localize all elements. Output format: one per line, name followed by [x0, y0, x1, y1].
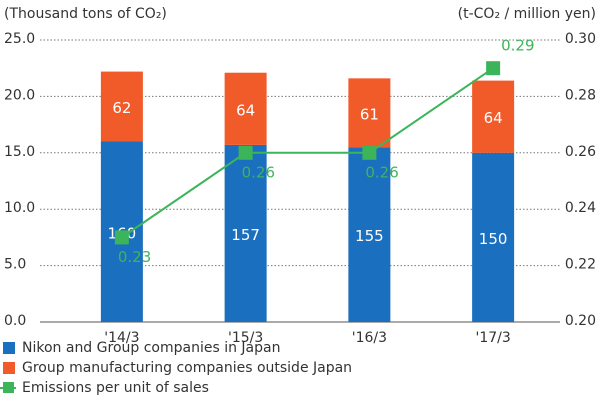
line: [121, 67, 494, 239]
bar-segment: [348, 78, 391, 148]
line-value-label: 0.26: [365, 163, 398, 181]
bar-segment: [100, 71, 143, 142]
bar-value-label: 157: [231, 226, 260, 244]
bar-segment: [348, 147, 391, 322]
bar-value-label: 61: [360, 105, 379, 123]
bar-value-label: 155: [355, 227, 384, 245]
line-value-label: 0.29: [501, 37, 534, 55]
line-value-label: 0.23: [118, 248, 151, 266]
legend-swatch: [3, 342, 15, 354]
bar-segment: [224, 72, 267, 145]
legend-swatch: [3, 362, 15, 374]
y-tick-label: 0.0: [4, 313, 26, 329]
y-tick-label: 15.0: [4, 144, 35, 160]
line-value-label: 0.26: [242, 163, 275, 181]
line-marker: [114, 230, 129, 245]
y2-tick-label: 0.22: [565, 257, 596, 273]
legend-label: Nikon and Group companies in Japan: [22, 340, 280, 356]
bar-value-label: 62: [112, 99, 131, 117]
x-tick-label: '15/3: [228, 330, 263, 346]
y-tick-label: 25.0: [4, 31, 35, 47]
y2-tick-label: 0.30: [565, 31, 596, 47]
legend-label: Group manufacturing companies outside Ja…: [22, 360, 352, 376]
legend-swatch: [3, 382, 14, 393]
bar-segment: [472, 152, 515, 322]
y2-tick-label: 0.24: [565, 200, 596, 216]
bar-value-label: 64: [236, 101, 255, 119]
bar-segment: [472, 80, 515, 153]
y-tick-label: 5.0: [4, 257, 26, 273]
bar-segment: [224, 144, 267, 322]
y-axis-label: (Thousand tons of CO₂): [4, 6, 167, 22]
legend-label: Emissions per unit of sales: [22, 380, 209, 396]
line-marker: [238, 145, 253, 160]
bar-value-label: 64: [484, 109, 503, 127]
x-tick-label: '17/3: [475, 330, 510, 346]
y2-tick-label: 0.28: [565, 87, 596, 103]
y2-tick-label: 0.20: [565, 313, 596, 329]
bar-value-label: 150: [479, 230, 508, 248]
y2-axis-label: (t-CO₂ / million yen): [458, 6, 596, 22]
x-tick-label: '16/3: [352, 330, 387, 346]
line-marker: [362, 145, 377, 160]
line-marker: [486, 61, 501, 76]
x-tick-label: '14/3: [104, 330, 139, 346]
y2-tick-label: 0.26: [565, 144, 596, 160]
y-tick-label: 20.0: [4, 87, 35, 103]
y-tick-label: 10.0: [4, 200, 35, 216]
